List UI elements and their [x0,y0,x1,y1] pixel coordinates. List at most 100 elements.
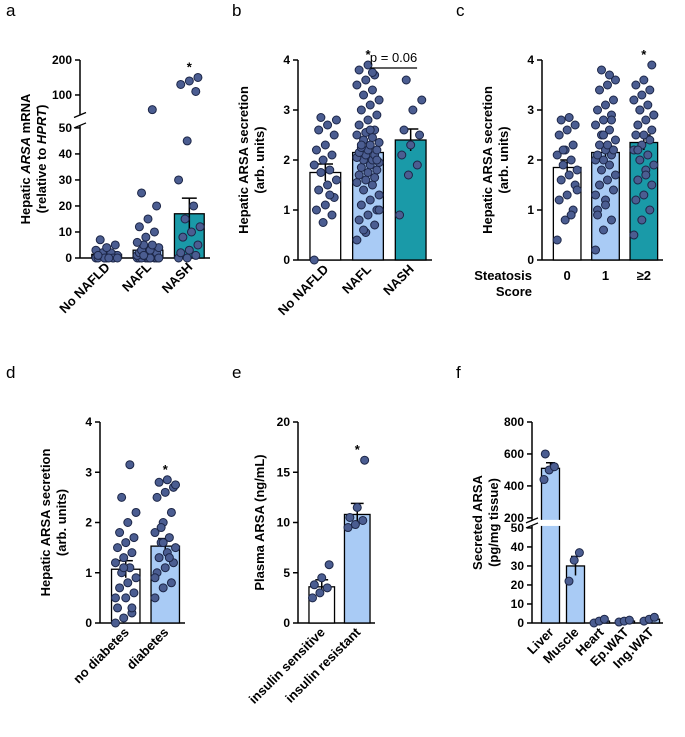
data-point [359,225,369,235]
axis-break [72,114,212,126]
data-point [113,603,123,613]
y-tick-label: 10 [277,516,291,530]
data-point [556,175,566,185]
data-point [125,460,135,470]
significance: * [641,47,647,62]
y-tick-label: 30 [59,173,73,187]
data-point [597,165,607,175]
data-point [102,243,112,253]
data-point [570,120,580,130]
y-tick-label: 50 [511,521,525,535]
data-point [356,105,366,115]
y-label-run: (relative to [34,144,49,213]
data-point [604,160,614,170]
data-point [556,115,566,125]
bar [394,139,427,261]
x-tick-label: No NAFLD [56,260,113,317]
data-point [361,75,371,85]
data-point [324,560,334,570]
data-point [178,232,188,242]
data-point [608,185,618,195]
data-point [635,105,645,115]
data-point [117,492,127,502]
y-tick-label: 20 [511,578,525,592]
data-point [186,227,196,237]
data-point [309,160,319,170]
data-point [591,245,601,255]
data-point [132,237,142,247]
data-point [564,113,574,122]
data-point [599,115,609,125]
data-point [406,140,416,150]
data-point [633,120,643,130]
data-point [154,253,164,263]
significance: * [163,462,169,477]
data-point [149,227,159,237]
data-point [317,573,327,583]
y-tick-label: 0 [65,251,72,265]
data-point [647,125,657,135]
data-point [417,95,427,105]
data-point [352,502,362,512]
data-point [372,110,382,120]
data-point [121,593,131,603]
data-point [147,105,157,115]
data-point [309,255,319,265]
data-point [610,75,620,85]
y-tick-label: 0 [527,253,534,267]
data-point [320,200,330,210]
data-point [354,215,364,225]
y-tick-label: 4 [527,53,534,67]
data-point [191,86,201,96]
data-point [639,130,649,140]
data-point [127,548,137,558]
x-tick-label: 1 [602,268,609,283]
y-tick-label: 1 [85,566,92,580]
y-tick-label: 800 [504,415,524,429]
data-point [143,214,153,224]
data-point [365,125,375,135]
data-point [601,100,610,110]
data-point [166,578,176,588]
x-tick-label: No NAFLD [275,262,332,319]
data-point [569,555,579,565]
data-point [154,477,164,487]
y-tick-label: 100 [52,88,72,102]
y-label-run: ) [34,105,49,109]
data-point [164,553,174,563]
data-point [131,573,141,583]
data-point [540,449,550,459]
y-axis-label: Hepatic ARSA secretion(arb. units) [236,86,267,234]
data-point [354,65,364,75]
x-tick-label: NAFL [339,261,374,296]
data-point [182,136,192,146]
data-point [131,507,141,517]
data-point [554,195,564,205]
data-point [562,125,572,135]
data-point [566,210,576,220]
y-label-run: Hepatic [18,174,33,225]
data-point [593,210,603,220]
data-point [374,205,384,215]
data-point [152,201,162,211]
data-point [637,215,647,225]
data-point [649,612,659,622]
data-point [331,175,341,185]
data-point [110,240,120,250]
data-point [558,145,568,155]
data-point [610,170,620,180]
data-point [558,160,568,170]
y-tick-label: 15 [277,465,291,479]
y-label-run: HPRT [34,108,49,144]
data-point [643,100,653,110]
y-label-run: (arb. units) [496,126,511,193]
data-point [574,548,584,558]
data-point [352,178,362,187]
y-tick-label: 2 [527,153,534,167]
data-point [166,507,176,517]
break-mark [73,111,87,119]
panel-letter: e [232,363,241,382]
data-point [123,518,133,527]
data-point [158,538,168,548]
data-point [331,115,341,125]
